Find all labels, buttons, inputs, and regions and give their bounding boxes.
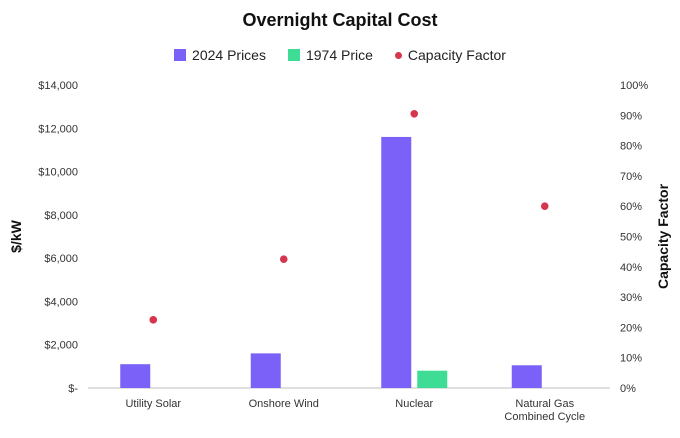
capacity-factor-point (540, 202, 549, 210)
legend-item-2024-prices: 2024 Prices (174, 47, 266, 63)
y-tick-label: $6,000 (44, 253, 78, 265)
chart-title: Overnight Capital Cost (242, 10, 438, 30)
y-axis-title: $/kW (8, 219, 24, 252)
y2-tick-label: 70% (620, 171, 642, 183)
y-tick-label: $10,000 (38, 167, 78, 179)
bar-2024-prices (511, 365, 542, 388)
y-tick-label: $8,000 (44, 210, 78, 222)
legend-swatch-2024-prices (174, 49, 187, 61)
x-tick-label: Onshore Wind (249, 398, 319, 410)
y2-tick-label: 90% (620, 110, 642, 122)
y2-tick-label: 10% (620, 353, 642, 365)
legend-marker-capacity-factor (394, 51, 402, 59)
bar-1974-price (417, 370, 448, 388)
y2-axis-title: Capacity Factor (655, 183, 671, 289)
x-tick-label: Utility Solar (125, 398, 181, 410)
legend-label-capacity-factor: Capacity Factor (407, 47, 506, 63)
y-tick-label: $4,000 (44, 296, 78, 308)
y2-tick-label: 60% (620, 201, 642, 213)
y2-tick-label: 40% (620, 262, 642, 274)
x-tick-label: Combined Cycle (504, 411, 585, 423)
y2-tick-label: 80% (620, 141, 642, 153)
x-tick-label: Nuclear (395, 398, 433, 410)
y2-tick-label: 50% (620, 232, 642, 244)
y-tick-label: $2,000 (44, 340, 78, 352)
bar-2024-prices (381, 136, 412, 388)
capacity-factor-point (279, 255, 288, 264)
legend-label-1974-price: 1974 Price (305, 47, 373, 63)
capacity-factor-point (410, 109, 419, 118)
bar-2024-prices (120, 364, 151, 388)
capacity-factor-point (149, 316, 158, 324)
legend-item-capacity-factor: Capacity Factor (394, 47, 506, 63)
x-tick-label: Natural Gas (515, 398, 574, 410)
bar-2024-prices (250, 353, 281, 388)
y-tick-label: $14,000 (38, 80, 78, 92)
y-tick-label: $- (68, 383, 78, 395)
legend-label-2024-prices: 2024 Prices (192, 47, 266, 63)
y2-tick-label: 20% (620, 322, 642, 334)
legend-swatch-1974-price (287, 49, 300, 61)
y2-tick-label: 0% (620, 383, 636, 395)
legend: 2024 Prices 1974 Price Capacity Factor (0, 47, 680, 63)
legend-item-1974-price: 1974 Price (287, 47, 373, 63)
y2-tick-label: 100% (620, 80, 648, 92)
y2-tick-label: 30% (620, 292, 642, 304)
y-tick-label: $12,000 (38, 123, 78, 135)
